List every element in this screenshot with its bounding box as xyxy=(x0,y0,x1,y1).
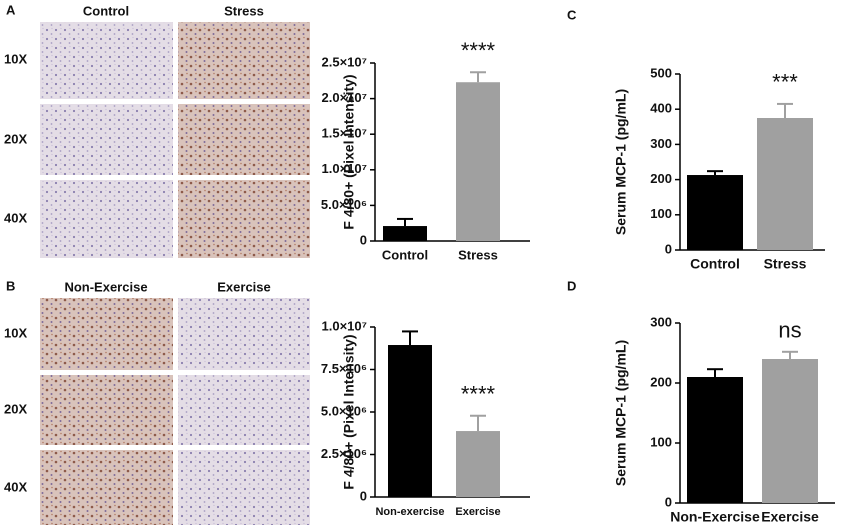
panel-label: D xyxy=(567,278,576,293)
micrograph xyxy=(178,104,310,175)
y-axis-label: Serum MCP-1 (pg/mL) xyxy=(613,89,629,235)
y-tick-label: 1.0×10⁷ xyxy=(322,161,368,176)
bar xyxy=(757,118,813,250)
y-tick-label: 400 xyxy=(650,101,672,116)
y-tick-label: 2.5×10⁶ xyxy=(321,446,367,461)
bar xyxy=(762,359,818,503)
y-tick-label: 0 xyxy=(360,232,367,247)
column-label: Stress xyxy=(224,3,264,18)
micrograph xyxy=(178,450,310,525)
bar xyxy=(456,82,500,241)
x-tick-label: Control xyxy=(382,247,428,262)
x-tick-label: Control xyxy=(690,256,740,272)
bar xyxy=(383,226,427,241)
y-tick-label: 300 xyxy=(650,136,672,151)
micrograph xyxy=(40,104,173,175)
micrographs xyxy=(40,22,310,525)
micrograph xyxy=(178,375,310,445)
y-tick-label: 200 xyxy=(650,171,672,186)
bar xyxy=(687,175,743,250)
annotation: *** xyxy=(772,70,798,95)
micrograph xyxy=(40,298,173,370)
row-label: 40X xyxy=(4,479,27,494)
column-label: Control xyxy=(83,3,129,18)
y-tick-label: 5.0×10⁶ xyxy=(321,197,367,212)
y-axis-label: F 4/80+ (Pixel Intensity) xyxy=(341,74,357,229)
row-label: 10X xyxy=(4,325,27,340)
panel-label: A xyxy=(6,2,16,17)
y-tick-label: 2.5×10⁷ xyxy=(322,54,368,69)
y-tick-label: 200 xyxy=(650,374,672,389)
bar xyxy=(456,431,500,497)
x-tick-label: Exercise xyxy=(761,509,819,525)
row-label: 20X xyxy=(4,401,27,416)
micrograph xyxy=(40,22,173,99)
annotation: ns xyxy=(778,318,801,343)
micrograph xyxy=(178,180,310,258)
micrograph xyxy=(178,298,310,370)
panel-label: B xyxy=(6,278,15,293)
bar xyxy=(687,377,743,503)
y-tick-label: 0 xyxy=(360,488,367,503)
bar xyxy=(388,345,432,497)
column-label: Non-Exercise xyxy=(64,279,147,294)
micrograph xyxy=(40,450,173,525)
column-label: Exercise xyxy=(217,279,271,294)
x-tick-label: Stress xyxy=(764,256,807,272)
y-tick-label: 500 xyxy=(650,65,672,80)
y-tick-label: 1.0×10⁷ xyxy=(322,318,368,333)
row-label: 10X xyxy=(4,51,27,66)
y-tick-label: 0 xyxy=(665,494,672,509)
row-label: 20X xyxy=(4,131,27,146)
micrograph xyxy=(178,22,310,99)
y-tick-label: 100 xyxy=(650,206,672,221)
x-tick-label: Stress xyxy=(458,247,498,262)
panel-label: C xyxy=(567,7,577,22)
x-tick-label: Exercise xyxy=(455,506,500,518)
annotation: **** xyxy=(461,38,496,63)
row-label: 40X xyxy=(4,210,27,225)
y-tick-label: 300 xyxy=(650,314,672,329)
y-tick-label: 5.0×10⁶ xyxy=(321,403,367,418)
y-tick-label: 1.5×10⁷ xyxy=(322,126,368,141)
y-tick-label: 100 xyxy=(650,434,672,449)
x-tick-label: Non-Exercise xyxy=(670,509,760,525)
y-axis-label: Serum MCP-1 (pg/mL) xyxy=(613,340,629,486)
y-axis-label: F 4/80+ (Pixel Intensity) xyxy=(341,334,357,489)
y-tick-label: 2.0×10⁷ xyxy=(322,90,368,105)
micrograph xyxy=(40,180,173,258)
y-tick-label: 0 xyxy=(665,241,672,256)
x-tick-label: Non-exercise xyxy=(375,506,444,518)
micrograph xyxy=(40,375,173,445)
y-tick-label: 7.5×10⁶ xyxy=(321,361,367,376)
annotation: **** xyxy=(461,382,496,407)
